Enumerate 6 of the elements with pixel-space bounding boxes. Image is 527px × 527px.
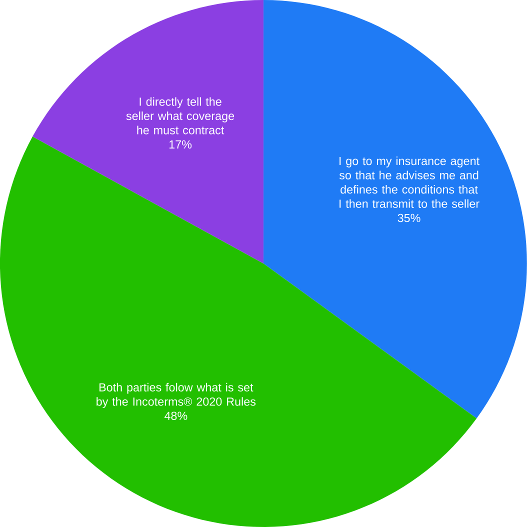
- slice-label: Both parties folow what is set by the Incoterms® 2020 Rules: [96, 382, 256, 408]
- slice-label: I go to my insurance agent so that he advises me and defines the conditions that I then transmit to the seller: [339, 156, 480, 208]
- data-label: 48%: [164, 412, 188, 420]
- data-label: 35%: [398, 214, 420, 222]
- data-label: 17%: [169, 140, 192, 149]
- slice-label: I directly tell the seller what coverage he must contract: [126, 97, 234, 134]
